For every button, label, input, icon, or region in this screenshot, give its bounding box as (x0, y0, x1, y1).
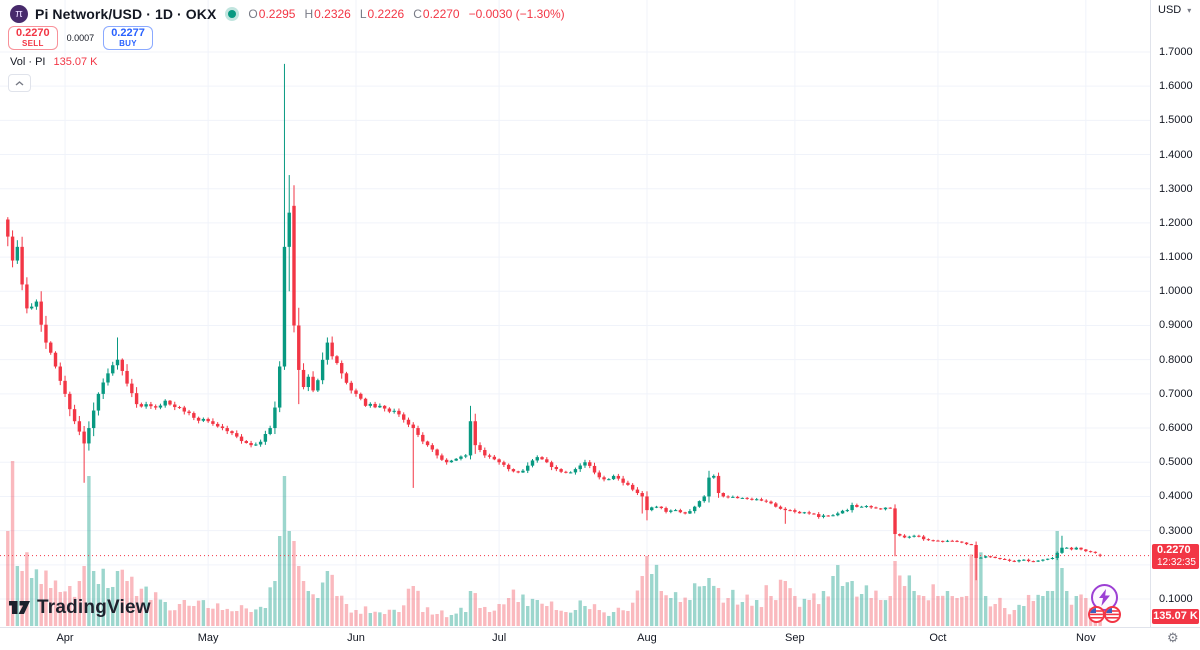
currency-label: USD (1158, 4, 1182, 16)
volume-indicator-value: 135.07 K (53, 56, 98, 68)
price-tick-label: 0.4000 (1159, 490, 1193, 503)
buy-button[interactable]: 0.2277 BUY (103, 26, 153, 50)
low-value: 0.2226 (367, 7, 405, 21)
current-volume-label: 135.07 K (1152, 609, 1199, 624)
close-value: 0.2270 (422, 7, 460, 21)
time-axis[interactable]: Apr May Jun Jul Aug Sep Oct Nov ⚙ (0, 627, 1200, 650)
price-tick-label: 1.6000 (1159, 80, 1193, 93)
tradingview-wordmark: TradingView (37, 597, 151, 618)
volume-indicator-title: Vol · PI (10, 56, 46, 68)
price-tick-label: 1.3000 (1159, 182, 1193, 195)
reaction-flag-icon[interactable] (1104, 606, 1121, 623)
pi-coin-icon: π (10, 5, 28, 23)
price-tick-label: 1.4000 (1159, 148, 1193, 161)
lightning-bolt-icon (1099, 589, 1110, 606)
price-tick-label: 0.1000 (1159, 593, 1193, 605)
countdown-timer: 12:32:35 (1157, 556, 1196, 568)
price-tick-label: 0.7000 (1159, 387, 1193, 400)
price-tick-label: 1.2000 (1159, 216, 1193, 229)
tradingview-logo-icon (9, 601, 30, 614)
high-value: 0.2326 (314, 7, 351, 21)
symbol-title[interactable]: Pi Network/USD · 1D · OKX (35, 6, 217, 22)
tradingview-logo-link[interactable]: TradingView (8, 597, 151, 619)
price-axis[interactable]: USD ▾ 1.7000 1.6000 1.5000 1.4000 1.3000 1.20… (1150, 0, 1200, 649)
spread-value: 0.0007 (66, 33, 95, 43)
order-panel: 0.2270 SELL 0.0007 0.2277 BUY (8, 26, 153, 50)
time-tick-label: Apr (56, 632, 74, 644)
time-tick-label: Nov (1076, 632, 1096, 644)
change-value: −0.0030 (−1.30%) (468, 7, 565, 21)
chevron-down-icon: ▾ (1187, 5, 1192, 15)
time-tick-label: May (197, 632, 219, 644)
open-value: 0.2295 (258, 7, 296, 21)
current-price-label: 0.2270 12:32:35 (1152, 543, 1199, 569)
chevron-up-icon (15, 80, 24, 86)
price-tick-label: 0.6000 (1159, 422, 1193, 435)
price-tick-label: 1.5000 (1159, 114, 1193, 127)
reaction-flag-icon[interactable] (1088, 606, 1105, 623)
price-tick-label: 0.5000 (1159, 456, 1193, 469)
chart-header: π Pi Network/USD · 1D · OKX O 0.2295 H 0.2… (10, 5, 565, 23)
price-tick-label: 1.1000 (1159, 251, 1193, 264)
sell-button[interactable]: 0.2270 SELL (8, 26, 58, 50)
time-tick-label: Oct (929, 632, 947, 644)
price-tick-label: 0.8000 (1159, 353, 1193, 366)
market-status-dot (225, 7, 240, 21)
price-tick-label: 1.7000 (1159, 45, 1193, 58)
volume-indicator-legend: Vol · PI 135.07 K (10, 56, 98, 68)
price-tick-label: 1.0000 (1159, 285, 1193, 298)
ohlc-values: O 0.2295 H 0.2326 L 0.2226 C 0.2270 −0.0030 … (248, 7, 565, 21)
currency-selector[interactable]: USD ▾ (1158, 4, 1191, 16)
time-tick-label: Sep (785, 632, 805, 644)
price-tick-label: 0.3000 (1159, 524, 1193, 537)
collapse-pane-button[interactable] (8, 74, 31, 92)
time-tick-label: Jul (492, 632, 507, 644)
time-tick-label: Aug (637, 632, 657, 644)
gear-icon[interactable]: ⚙ (1167, 630, 1179, 645)
price-tick-label: 0.9000 (1159, 319, 1193, 332)
time-tick-label: Jun (347, 632, 365, 644)
